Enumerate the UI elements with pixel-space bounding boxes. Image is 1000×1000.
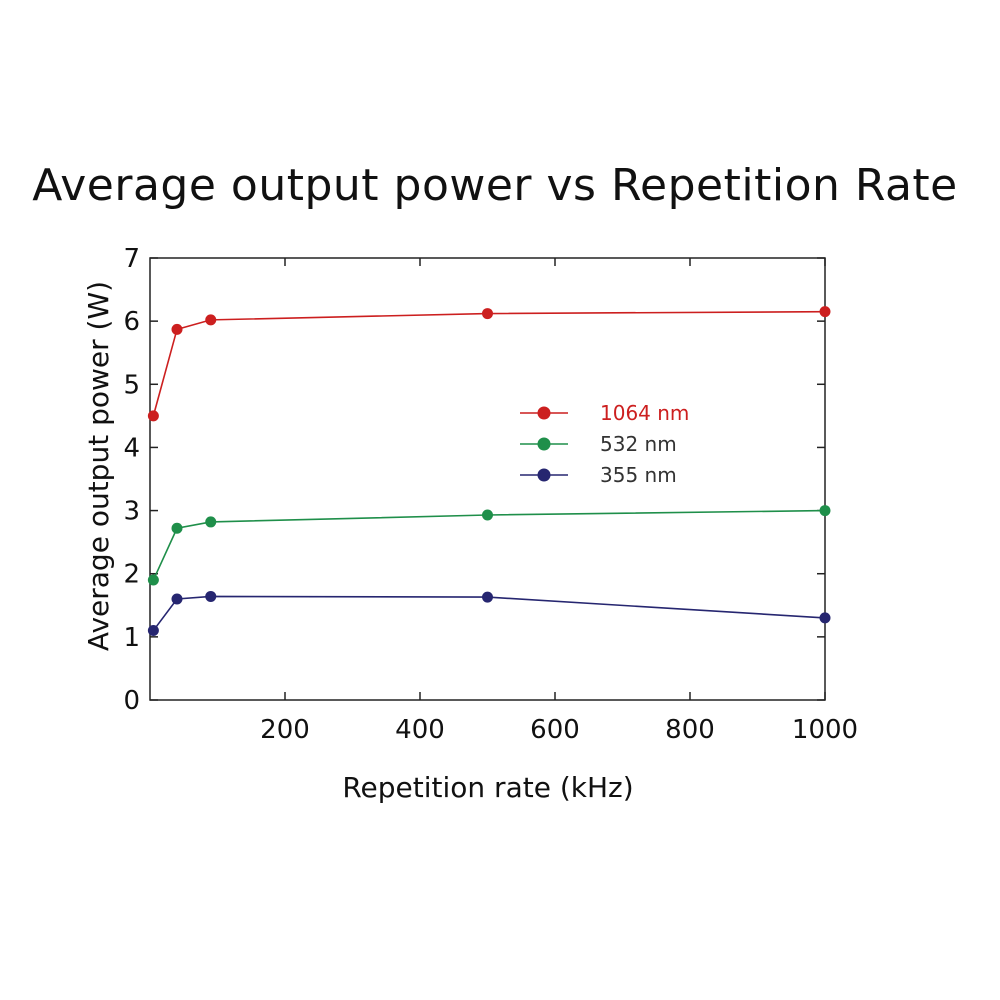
legend-marker: [537, 437, 551, 451]
data-point: [147, 625, 159, 637]
x-tick-label: 200: [260, 715, 310, 745]
legend-marker: [537, 406, 551, 420]
data-point: [205, 590, 217, 602]
data-point: [147, 574, 159, 586]
plot-frame: [149, 257, 826, 701]
data-point: [819, 306, 831, 318]
series-532-nm: [147, 505, 831, 586]
y-tick-label: 7: [123, 244, 140, 274]
data-point: [171, 522, 183, 534]
legend: 1064 nm 532 nm 355 nm: [520, 401, 689, 487]
x-tick-label: 800: [665, 715, 715, 745]
legend-label: 532 nm: [600, 432, 677, 456]
legend-entry: 355 nm: [520, 463, 677, 487]
y-tick-label: 5: [123, 370, 140, 400]
x-axis-label: Repetition rate (kHz): [342, 771, 633, 804]
data-point: [482, 308, 493, 320]
axes: 0 1 2 3 4 5 6 7 200 400 600 800 1000: [123, 244, 858, 745]
legend-label: 1064 nm: [600, 401, 689, 425]
chart-title: Average output power vs Repetition Rate: [32, 160, 958, 211]
y-tick-label: 3: [123, 497, 140, 527]
series-1064-nm: [147, 306, 831, 422]
data-point: [482, 509, 493, 521]
data-point: [205, 314, 217, 326]
data-point: [205, 516, 217, 528]
data-point: [147, 410, 159, 422]
legend-entry: 1064 nm: [520, 401, 689, 425]
series-line: [152, 310, 826, 417]
series-layer: [147, 306, 831, 637]
y-tick-label: 6: [123, 307, 140, 337]
series-355-nm: [147, 590, 831, 637]
data-point: [819, 505, 831, 517]
x-tick-label: 400: [395, 715, 445, 745]
series-line: [152, 509, 826, 581]
data-point: [171, 323, 183, 335]
y-tick-label: 2: [123, 560, 140, 590]
y-tick-label: 1: [123, 623, 140, 653]
y-tick-label: 0: [123, 686, 140, 716]
legend-marker: [537, 468, 551, 482]
data-point: [819, 612, 831, 624]
x-tick-label: 1000: [792, 715, 858, 745]
y-tick-label: 4: [123, 433, 140, 463]
legend-label: 355 nm: [600, 463, 677, 487]
data-point: [171, 593, 183, 605]
x-tick-label: 600: [530, 715, 580, 745]
legend-entry: 532 nm: [520, 432, 677, 456]
data-point: [482, 591, 493, 603]
y-axis-label: Average output power (W): [82, 281, 115, 651]
